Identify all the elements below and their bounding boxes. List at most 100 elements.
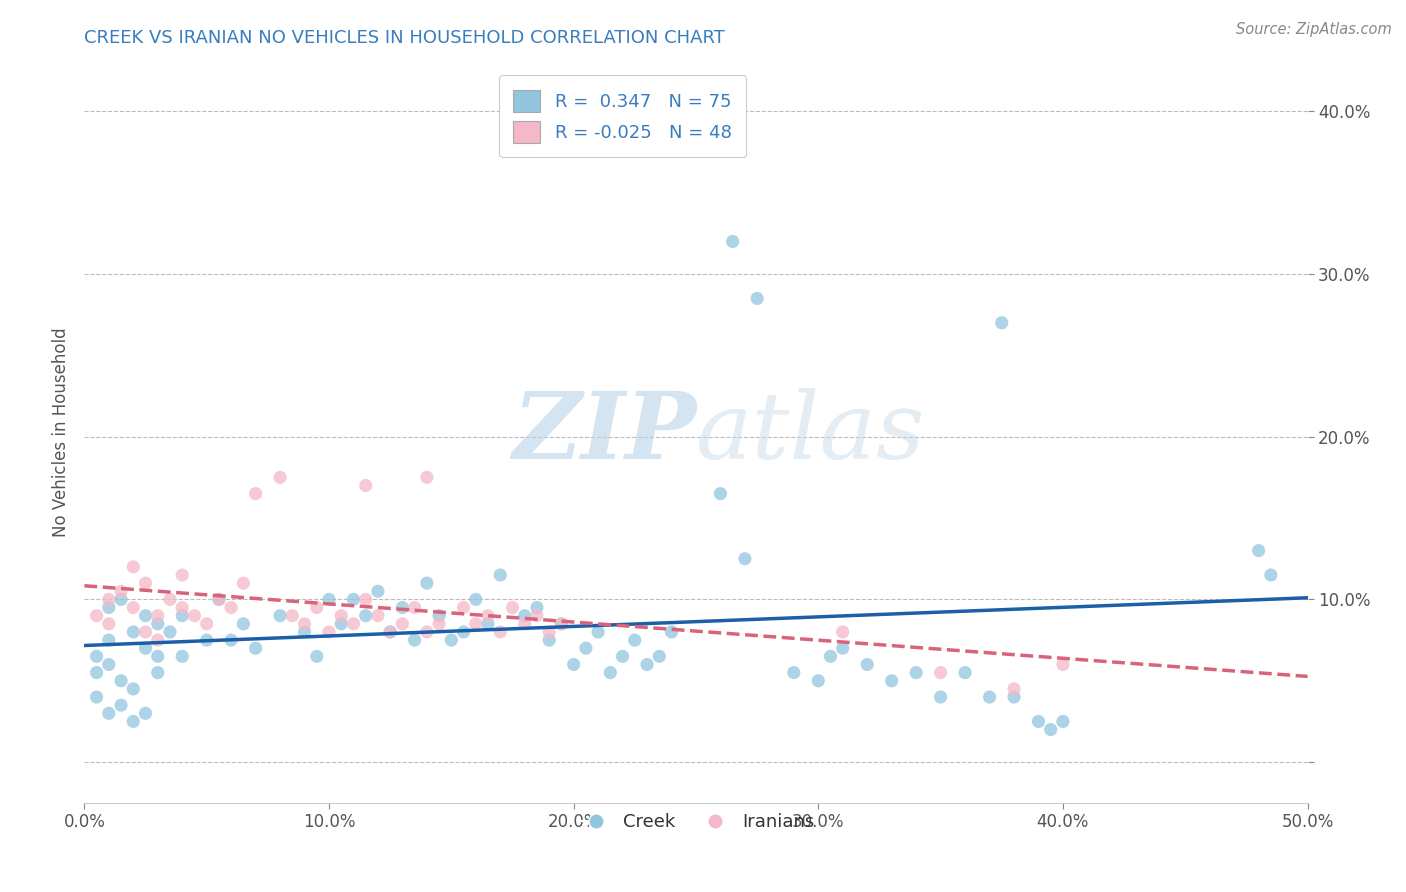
Point xyxy=(1039,723,1062,737)
Point xyxy=(122,681,145,696)
Point xyxy=(747,292,769,306)
Point xyxy=(489,568,512,582)
Point xyxy=(195,633,218,648)
Point xyxy=(1247,543,1270,558)
Point xyxy=(709,486,731,500)
Point xyxy=(905,665,928,680)
Point xyxy=(86,665,108,680)
Point xyxy=(586,624,609,639)
Point xyxy=(453,624,475,639)
Point xyxy=(122,624,145,639)
Point xyxy=(391,616,413,631)
Point xyxy=(513,608,536,623)
Point xyxy=(146,633,169,648)
Point xyxy=(991,316,1014,330)
Point xyxy=(110,698,132,713)
Point xyxy=(86,690,108,704)
Point xyxy=(97,633,120,648)
Point xyxy=(354,478,377,492)
Point xyxy=(489,624,512,639)
Point xyxy=(513,616,536,631)
Point xyxy=(538,633,561,648)
Point xyxy=(318,624,340,639)
Point xyxy=(416,576,439,591)
Point xyxy=(929,690,952,704)
Point xyxy=(502,600,524,615)
Point xyxy=(453,600,475,615)
Point xyxy=(440,633,463,648)
Point xyxy=(135,624,157,639)
Point xyxy=(391,600,413,615)
Point xyxy=(624,633,647,648)
Point xyxy=(367,584,389,599)
Point xyxy=(110,673,132,688)
Text: Source: ZipAtlas.com: Source: ZipAtlas.com xyxy=(1236,22,1392,37)
Point xyxy=(195,616,218,631)
Point xyxy=(636,657,658,672)
Point xyxy=(380,624,402,639)
Point xyxy=(330,608,353,623)
Point xyxy=(146,608,169,623)
Point xyxy=(1260,568,1282,582)
Point xyxy=(146,649,169,664)
Point xyxy=(880,673,903,688)
Point xyxy=(97,600,120,615)
Point xyxy=(562,657,585,672)
Y-axis label: No Vehicles in Household: No Vehicles in Household xyxy=(52,327,70,538)
Point xyxy=(526,600,548,615)
Point xyxy=(305,649,328,664)
Point xyxy=(219,600,242,615)
Point xyxy=(172,608,194,623)
Point xyxy=(269,608,291,623)
Point xyxy=(550,616,572,631)
Point xyxy=(146,616,169,631)
Point xyxy=(1028,714,1050,729)
Point xyxy=(294,616,316,631)
Point xyxy=(232,616,254,631)
Point xyxy=(86,649,108,664)
Point xyxy=(232,576,254,591)
Point xyxy=(1002,681,1025,696)
Point xyxy=(929,665,952,680)
Point xyxy=(734,551,756,566)
Point xyxy=(354,608,377,623)
Point xyxy=(979,690,1001,704)
Point xyxy=(110,584,132,599)
Point xyxy=(122,559,145,574)
Point xyxy=(380,624,402,639)
Point xyxy=(135,641,157,656)
Point xyxy=(427,616,450,631)
Point xyxy=(612,649,634,664)
Point xyxy=(342,592,364,607)
Point xyxy=(464,616,486,631)
Point xyxy=(122,714,145,729)
Point xyxy=(245,641,267,656)
Point xyxy=(172,600,194,615)
Point xyxy=(135,706,157,721)
Point xyxy=(245,486,267,500)
Text: atlas: atlas xyxy=(696,388,925,477)
Point xyxy=(305,600,328,615)
Point xyxy=(97,706,120,721)
Point xyxy=(416,470,439,484)
Point xyxy=(208,592,231,607)
Point xyxy=(219,633,242,648)
Point xyxy=(146,665,169,680)
Point xyxy=(172,568,194,582)
Point xyxy=(354,592,377,607)
Point xyxy=(953,665,976,680)
Point xyxy=(97,657,120,672)
Point xyxy=(86,608,108,623)
Point xyxy=(367,608,389,623)
Point xyxy=(648,649,671,664)
Point xyxy=(416,624,439,639)
Point xyxy=(159,592,181,607)
Point xyxy=(427,608,450,623)
Point xyxy=(721,235,744,249)
Point xyxy=(807,673,830,688)
Point xyxy=(661,624,683,639)
Point xyxy=(550,616,572,631)
Point xyxy=(477,616,499,631)
Point xyxy=(172,649,194,664)
Point xyxy=(538,624,561,639)
